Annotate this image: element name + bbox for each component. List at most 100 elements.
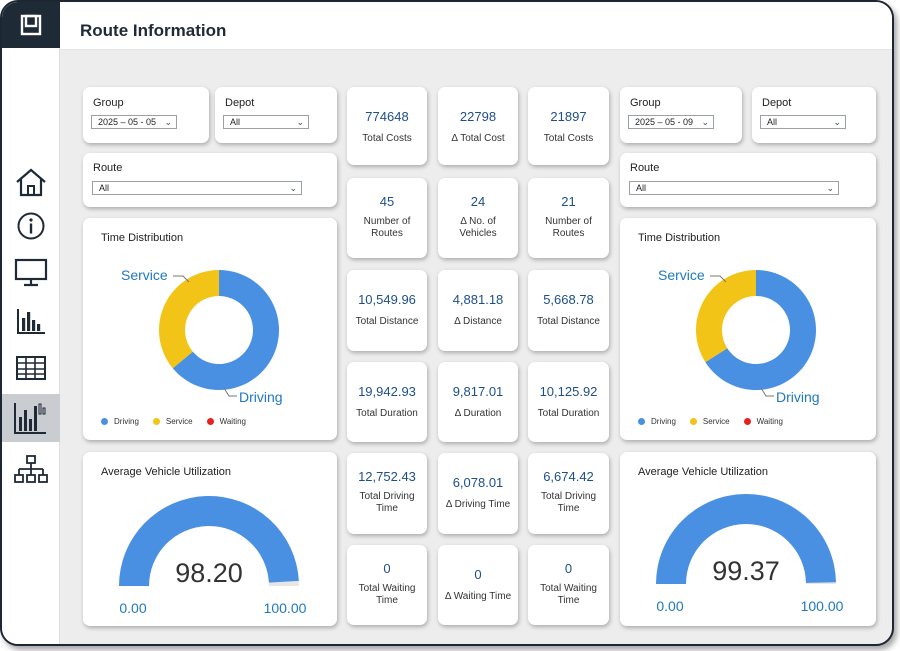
sidebar-item-hierarchy[interactable] bbox=[2, 448, 60, 492]
legend-item-waiting: Waiting bbox=[206, 417, 246, 426]
kpi-value: 12,752.43 bbox=[358, 469, 416, 484]
depot-select-value: All bbox=[230, 117, 241, 127]
kpi-label: Total Waiting Time bbox=[540, 583, 597, 606]
kpi-card: 774648 Total Costs bbox=[347, 87, 427, 165]
route-select-value: All bbox=[636, 183, 647, 193]
chart-title: Time Distribution bbox=[101, 232, 184, 244]
legend-label: Waiting bbox=[219, 417, 246, 426]
kpi-label: Total Distance bbox=[537, 316, 600, 327]
route-select-left[interactable]: All ⌄ bbox=[92, 181, 302, 195]
kpi-value: 9,817.01 bbox=[452, 384, 504, 399]
gauge-min-label: 0.00 bbox=[119, 600, 146, 616]
page-header: Route Information bbox=[60, 2, 892, 50]
gauge-value: 99.37 bbox=[712, 556, 780, 586]
sidebar-item-home[interactable] bbox=[2, 160, 60, 204]
kpi-label: Δ Waiting Time bbox=[444, 591, 512, 602]
chart-title: Average Vehicle Utilization bbox=[101, 466, 232, 478]
kpi-card: 21897 Total Costs bbox=[528, 87, 609, 165]
depot-select-left[interactable]: All ⌄ bbox=[223, 115, 309, 129]
kpi-card: 24 Δ No. of Vehicles bbox=[438, 178, 518, 258]
kpi-card: 0 Total Waiting Time bbox=[347, 545, 427, 625]
chart-title: Average Vehicle Utilization bbox=[638, 466, 769, 478]
kpi-label: Total Distance bbox=[355, 316, 419, 327]
kpi-label: Number of Routes bbox=[363, 216, 411, 239]
kpi-value: 5,668.78 bbox=[543, 292, 594, 307]
kpi-value: 22798 bbox=[459, 109, 497, 124]
legend: Driving Service Waiting bbox=[101, 417, 246, 426]
group-select-right[interactable]: 2025 – 05 - 09 ⌄ bbox=[628, 115, 714, 129]
depot-select-right[interactable]: All ⌄ bbox=[760, 115, 846, 129]
legend-label: Service bbox=[165, 417, 193, 426]
kpi-value: 6,674.42 bbox=[543, 469, 594, 484]
vehicle-utilization-card-left: Average Vehicle Utilization 98.20 0.00 100… bbox=[83, 452, 337, 626]
kpi-card: 6,078.01 Δ Driving Time bbox=[438, 453, 518, 534]
kpi-card: 10,125.92 Total Duration bbox=[528, 362, 609, 442]
kpi-card: 0 Δ Waiting Time bbox=[438, 545, 518, 625]
sidebar-item-monitor[interactable] bbox=[2, 250, 60, 294]
legend-label: Driving bbox=[114, 417, 139, 426]
gauge-value: 98.20 bbox=[175, 558, 243, 588]
gauge-value-arc bbox=[119, 496, 299, 586]
kpi-label: Total Costs bbox=[543, 133, 594, 144]
kpi-card: 0 Total Waiting Time bbox=[528, 545, 609, 625]
legend-dot bbox=[101, 418, 108, 426]
kpi-value: 24 bbox=[470, 194, 486, 209]
kpi-value: 0 bbox=[474, 567, 482, 582]
kpi-value: 774648 bbox=[365, 109, 409, 124]
kpi-label: Total Driving Time bbox=[359, 491, 415, 514]
gauge-min-label: 0.00 bbox=[656, 598, 683, 614]
legend-dot bbox=[206, 418, 214, 426]
slice-label-driving: Driving bbox=[776, 389, 820, 405]
legend-dot bbox=[689, 418, 697, 426]
vehicle-utilization-card-right: Average Vehicle Utilization 99.37 0.00 100… bbox=[620, 452, 876, 626]
kpi-value: 10,125.92 bbox=[539, 384, 598, 399]
kpi-card: 22798 Δ Total Cost bbox=[438, 87, 518, 165]
kpi-label: Δ Total Cost bbox=[451, 133, 505, 144]
kpi-label: Total Driving Time bbox=[540, 491, 597, 514]
kpi-label: Total Costs bbox=[362, 133, 412, 144]
gauge-value-arc bbox=[656, 493, 836, 584]
legend-item-driving: Driving bbox=[101, 417, 139, 426]
sidebar-item-bar-chart[interactable] bbox=[2, 299, 60, 343]
kpi-value: 21897 bbox=[550, 109, 587, 124]
kpi-label: Δ Driving Time bbox=[445, 499, 511, 510]
depot-select-value: All bbox=[767, 117, 778, 127]
kpi-value: 0 bbox=[564, 561, 573, 576]
kpi-label: Δ No. of Vehicles bbox=[459, 216, 497, 239]
legend-dot bbox=[743, 418, 751, 426]
legend-label: Waiting bbox=[756, 417, 783, 426]
group-select-value: 2025 – 05 - 05 bbox=[98, 117, 157, 127]
group-label: Group bbox=[630, 97, 661, 109]
label-leader-line bbox=[173, 275, 190, 283]
logo-icon bbox=[20, 14, 42, 36]
group-select-left[interactable]: 2025 – 05 - 05 ⌄ bbox=[91, 115, 177, 129]
kpi-value: 19,942.93 bbox=[358, 384, 416, 399]
group-label: Group bbox=[93, 97, 124, 109]
donut-slice-service bbox=[159, 270, 219, 369]
kpi-label: Total Duration bbox=[537, 408, 600, 419]
legend-label: Service bbox=[702, 417, 730, 426]
app-logo[interactable] bbox=[2, 2, 60, 48]
page-title: Route Information bbox=[80, 21, 227, 40]
route-select-right[interactable]: All ⌄ bbox=[629, 181, 839, 195]
kpi-label: Total Duration bbox=[356, 408, 418, 419]
group-filter-left: Group 2025 – 05 - 05 ⌄ bbox=[83, 87, 209, 143]
gauge-chart-right: 99.37 0.00 100.00 bbox=[656, 493, 844, 614]
sidebar-item-analytics[interactable] bbox=[2, 394, 60, 442]
label-leader-line bbox=[223, 387, 237, 397]
chevron-down-icon: ⌄ bbox=[826, 183, 834, 193]
kpi-card: 19,942.93 Total Duration bbox=[347, 362, 427, 442]
sidebar-item-table[interactable] bbox=[2, 346, 60, 390]
analytics-icon bbox=[14, 403, 46, 434]
gauge-max-label: 100.00 bbox=[801, 598, 844, 614]
legend-item-driving: Driving bbox=[638, 417, 676, 426]
kpi-card: 6,674.42 Total Driving Time bbox=[528, 453, 609, 534]
kpi-card: 45 Number of Routes bbox=[347, 178, 427, 258]
group-select-value: 2025 – 05 - 09 bbox=[635, 117, 694, 127]
legend-item-service: Service bbox=[152, 417, 193, 426]
hierarchy-icon bbox=[14, 455, 48, 483]
chevron-down-icon: ⌄ bbox=[296, 117, 304, 127]
sidebar-item-info[interactable] bbox=[2, 204, 60, 248]
legend-dot bbox=[638, 418, 645, 426]
